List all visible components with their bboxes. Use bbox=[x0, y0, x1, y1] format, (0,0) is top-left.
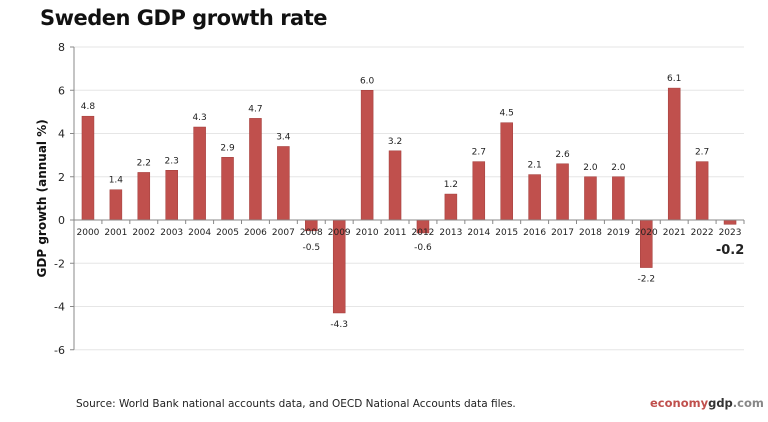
bar-2011 bbox=[388, 150, 402, 221]
data-label: 2.7 bbox=[695, 148, 709, 158]
data-label: 4.7 bbox=[248, 104, 262, 114]
x-tick-label: 2003 bbox=[160, 228, 183, 238]
x-tick-label: 2000 bbox=[77, 228, 100, 238]
logo-part-gdp: gdp bbox=[708, 396, 733, 410]
x-tick-label: 2008 bbox=[300, 228, 323, 238]
y-tick-label: -2 bbox=[54, 257, 65, 270]
x-tick-label: 2022 bbox=[691, 228, 714, 238]
data-label: 1.2 bbox=[444, 180, 458, 190]
y-tick-label: 0 bbox=[58, 214, 65, 227]
x-tick-label: 2019 bbox=[607, 228, 630, 238]
x-tick-label: 2002 bbox=[132, 228, 155, 238]
x-tick-label: 2010 bbox=[356, 228, 379, 238]
bar-2015 bbox=[500, 122, 513, 221]
x-tick-label: 2011 bbox=[384, 228, 407, 238]
y-tick-label: -4 bbox=[54, 301, 65, 314]
data-label: 4.3 bbox=[192, 113, 206, 123]
data-label: 4.8 bbox=[81, 102, 96, 112]
source-note: Source: World Bank national accounts dat… bbox=[76, 398, 516, 410]
bar-2021 bbox=[667, 87, 681, 221]
x-tick-label: 2017 bbox=[551, 228, 574, 238]
data-label: -0.2 bbox=[716, 243, 744, 258]
data-label: 3.2 bbox=[388, 137, 402, 147]
data-label: 1.4 bbox=[109, 176, 124, 186]
bar-2019 bbox=[612, 176, 625, 221]
x-tick-label: 2004 bbox=[188, 228, 211, 238]
y-axis-label: GDP growth (annual %) bbox=[35, 119, 49, 277]
y-tick-label: 4 bbox=[58, 128, 65, 141]
economygdp-logo: economygdp.com bbox=[650, 396, 764, 410]
y-tick-label: 6 bbox=[58, 84, 65, 97]
bar-2016 bbox=[528, 174, 541, 221]
y-tick-label: -6 bbox=[54, 344, 65, 357]
bar-2004 bbox=[193, 126, 206, 221]
x-tick-label: 2013 bbox=[439, 228, 462, 238]
x-tick-label: 2014 bbox=[467, 228, 490, 238]
data-label: -0.6 bbox=[414, 243, 432, 253]
bar-2007 bbox=[277, 146, 290, 221]
bar-2017 bbox=[556, 163, 569, 221]
x-tick-label: 2001 bbox=[104, 228, 127, 238]
x-tick-label: 2006 bbox=[244, 228, 267, 238]
data-label: 4.5 bbox=[500, 109, 514, 119]
x-tick-label: 2020 bbox=[635, 228, 658, 238]
data-label: -0.5 bbox=[303, 243, 321, 253]
data-label: 6.0 bbox=[360, 76, 375, 86]
data-label: 2.2 bbox=[137, 158, 151, 168]
data-label: 2.6 bbox=[555, 150, 570, 160]
bar-2010 bbox=[360, 90, 374, 221]
data-label: 2.0 bbox=[583, 163, 598, 173]
x-tick-label: 2021 bbox=[663, 228, 686, 238]
logo-part-com: .com bbox=[732, 396, 764, 410]
bar-2002 bbox=[137, 172, 151, 221]
data-label: 2.1 bbox=[527, 161, 541, 171]
bar-2014 bbox=[472, 161, 486, 221]
x-tick-label: 2023 bbox=[719, 228, 742, 238]
x-tick-label: 2016 bbox=[523, 228, 546, 238]
data-label: 2.3 bbox=[165, 156, 179, 166]
bar-2022 bbox=[695, 161, 709, 221]
data-label: -2.2 bbox=[638, 275, 656, 285]
logo-part-economy: economy bbox=[650, 396, 709, 410]
x-tick-label: 2012 bbox=[412, 228, 435, 238]
data-label: 2.0 bbox=[611, 163, 626, 173]
bar-2003 bbox=[165, 170, 178, 221]
x-tick-label: 2009 bbox=[328, 228, 351, 238]
x-tick-label: 2018 bbox=[579, 228, 602, 238]
y-tick-label: 2 bbox=[58, 171, 65, 184]
bar-2018 bbox=[584, 176, 597, 221]
data-label: 3.4 bbox=[276, 132, 291, 142]
bar-2000 bbox=[81, 115, 95, 221]
y-tick-label: 8 bbox=[58, 41, 65, 54]
data-label: 2.9 bbox=[220, 143, 235, 153]
bar-2013 bbox=[444, 193, 458, 221]
x-tick-label: 2005 bbox=[216, 228, 239, 238]
bar-2001 bbox=[109, 189, 123, 221]
bar-2005 bbox=[221, 157, 234, 221]
x-tick-label: 2007 bbox=[272, 228, 295, 238]
data-label: 6.1 bbox=[667, 74, 681, 84]
data-label: 2.7 bbox=[472, 148, 486, 158]
bar-2023 bbox=[723, 219, 737, 225]
data-label: -4.3 bbox=[330, 320, 348, 330]
x-tick-label: 2015 bbox=[495, 228, 518, 238]
bar-2006 bbox=[249, 118, 262, 221]
chart-title: Sweden GDP growth rate bbox=[40, 6, 328, 30]
